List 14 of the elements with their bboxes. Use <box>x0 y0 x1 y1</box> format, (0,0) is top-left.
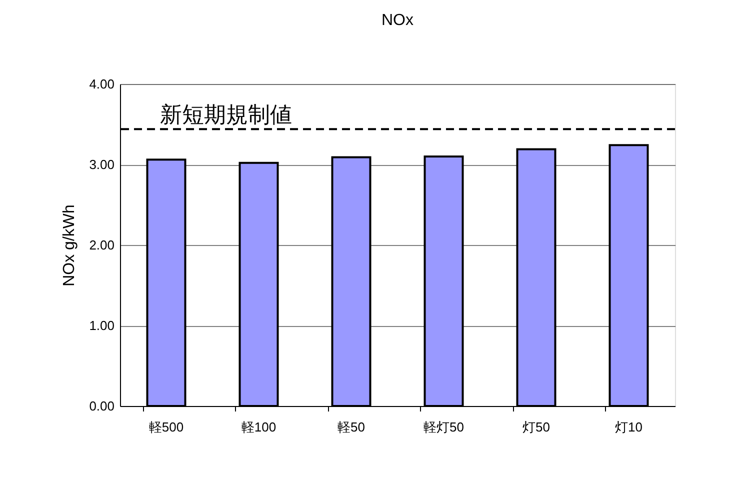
y-tick-label: 3.00 <box>89 157 114 172</box>
y-tick-label: 0.00 <box>89 398 114 414</box>
x-tick-label: 灯50 <box>522 420 550 434</box>
chart-title: NOx <box>382 12 414 29</box>
y-tick-label: 2.00 <box>89 238 114 252</box>
x-tick-label: 灯10 <box>615 420 642 434</box>
x-tick-label: 軽100 <box>241 420 276 434</box>
y-tick-label: 1.00 <box>89 318 114 333</box>
y-axis-title: NOx g/kWh <box>61 204 78 286</box>
x-tick-label: 軽灯50 <box>424 420 464 434</box>
x-tick-label: 軽500 <box>148 420 184 434</box>
y-tick-label: 4.00 <box>89 76 114 92</box>
x-tick-label: 軽50 <box>338 420 365 434</box>
ref-line-label: 新短期規制値 <box>160 102 292 128</box>
